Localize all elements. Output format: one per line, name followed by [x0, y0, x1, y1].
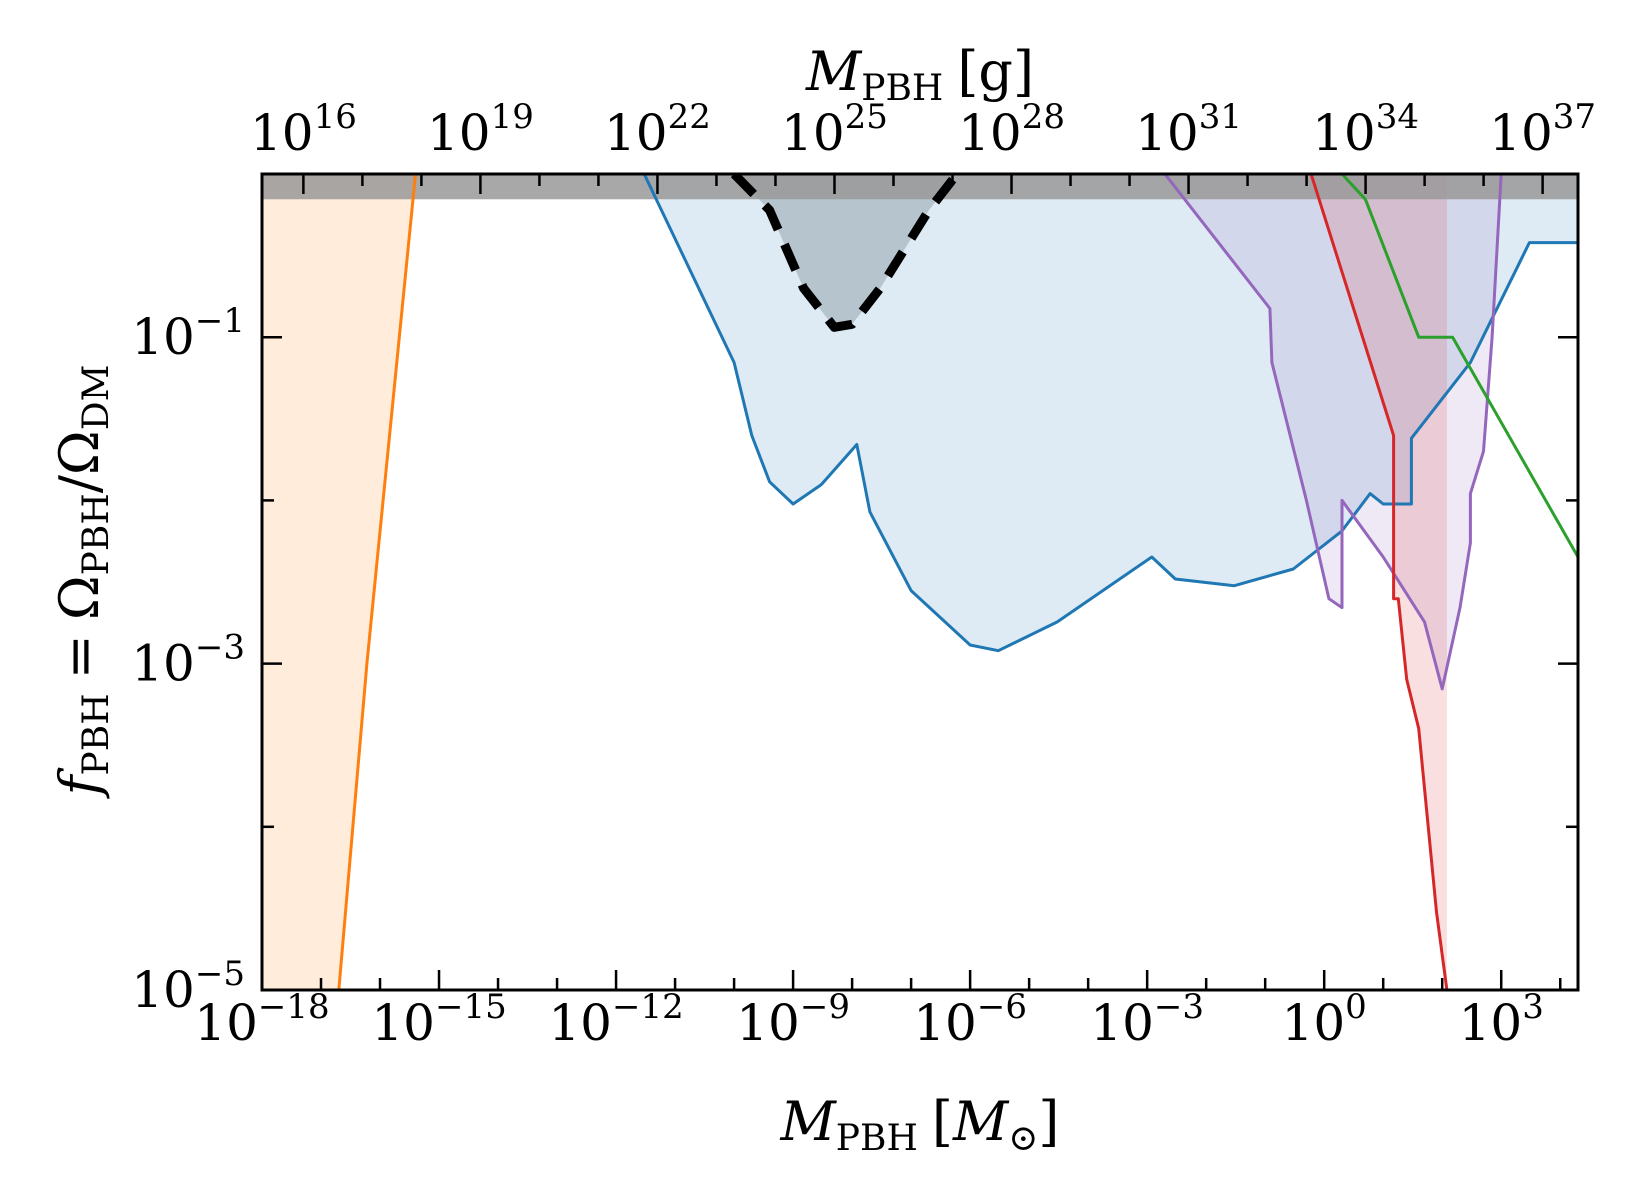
x-axis-label: MPBH [M⊙]: [780, 1090, 1060, 1159]
top-tick-label: 1016: [250, 97, 357, 162]
top-tick-label: 1034: [1312, 97, 1419, 162]
tick-labels: 10−18 10−15 10−12 10−9 10−6 10−3 100 103 1016 101…: [131, 97, 1596, 1052]
top-tick-label: 1019: [427, 97, 534, 162]
series-fill-0: [262, 174, 416, 990]
x-tick-label: 10−3: [1090, 987, 1204, 1052]
top-tick-label: 1037: [1489, 97, 1596, 162]
y-tick-label: 10−3: [131, 628, 245, 693]
plot-frame: [260, 172, 1580, 992]
x-tick-label: 100: [1282, 987, 1367, 1052]
series-line-1: [642, 174, 1578, 653]
series-line-0: [337, 174, 417, 990]
top-axis-label: MPBH [g]: [805, 40, 1034, 109]
y-tick-label: 10−1: [131, 301, 245, 366]
axis-ticks: [260, 172, 1578, 992]
series-fill-5: [734, 174, 957, 328]
top-band: [262, 174, 1578, 200]
series-line-5: [730, 174, 961, 332]
x-tick-label: 10−6: [913, 987, 1027, 1052]
y-tick-label: 10−5: [131, 954, 245, 1019]
x-tick-label: 10−18: [194, 987, 329, 1052]
curve-lines: [337, 174, 1578, 990]
top-tick-label: 1022: [604, 97, 711, 162]
series-line-3: [1309, 174, 1449, 990]
y-axis-label: fPBH=ΩPBH/ΩDM: [48, 365, 117, 800]
series-fill-3: [1311, 174, 1447, 990]
x-tick-label: 10−9: [736, 987, 850, 1052]
x-tick-label: 10−15: [371, 987, 506, 1052]
top-tick-label: 1025: [781, 97, 888, 162]
series-line-2: [1163, 174, 1503, 691]
x-tick-label: 10−12: [548, 987, 683, 1052]
top-tick-label: 1028: [958, 97, 1065, 162]
series-line-4: [1340, 174, 1578, 558]
series-fill-2: [1164, 174, 1502, 689]
region-fills: [262, 174, 1578, 990]
top-tick-label: 1031: [1135, 97, 1242, 162]
x-tick-label: 103: [1459, 987, 1544, 1052]
band-layer: [262, 174, 1578, 200]
